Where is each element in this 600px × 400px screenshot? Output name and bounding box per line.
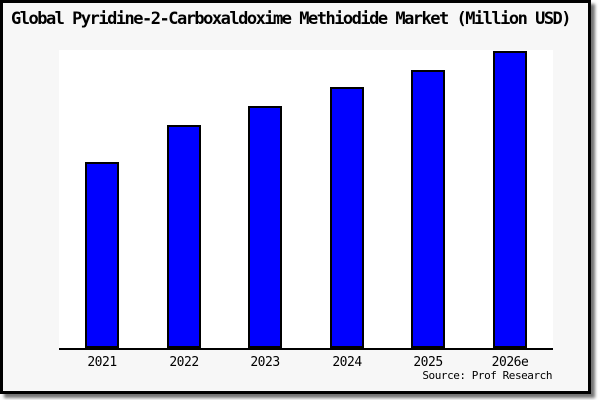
x-tick-label-2022: 2022 <box>169 355 199 370</box>
x-tick-label-2024: 2024 <box>332 355 362 370</box>
plot-area <box>59 50 553 350</box>
chart-title: Global Pyridine-2-Carboxaldoxime Methiod… <box>11 9 572 29</box>
source-credit: Source: Prof Research <box>422 369 552 382</box>
bar-2023 <box>248 106 282 348</box>
bar-2021 <box>85 162 119 348</box>
bar-2025 <box>411 70 445 348</box>
x-tick-label-2025: 2025 <box>413 355 443 370</box>
bar-2024 <box>330 87 364 348</box>
bar-2022 <box>167 125 201 348</box>
x-tick-label-2026e: 2026e <box>491 355 529 370</box>
x-tick-label-2021: 2021 <box>87 355 117 370</box>
chart-frame: Global Pyridine-2-Carboxaldoxime Methiod… <box>0 0 591 394</box>
bar-2026e <box>493 51 527 348</box>
x-tick-label-2023: 2023 <box>250 355 280 370</box>
